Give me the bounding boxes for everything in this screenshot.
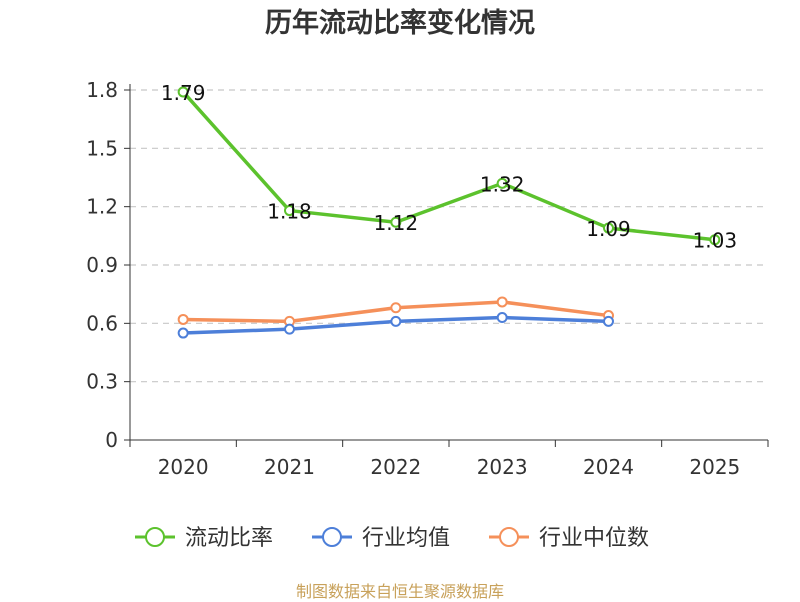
series-line-0	[181, 90, 717, 242]
data-point	[603, 222, 614, 234]
legend-label: 流动比率	[185, 526, 273, 551]
data-point	[603, 315, 614, 327]
data-point	[284, 205, 295, 217]
data-point	[390, 315, 402, 327]
legend: 流动比率 行业均值 行业中位数	[135, 526, 649, 551]
data-point	[177, 86, 189, 98]
legend-label: 行业中位数	[539, 526, 649, 551]
data-point	[390, 302, 402, 314]
data-point	[177, 313, 189, 325]
data-label: 1.32	[480, 172, 525, 196]
x-tick-label: 2025	[689, 455, 740, 479]
data-point	[390, 216, 402, 228]
legend-marker	[499, 527, 519, 547]
legend-label: 行业均值	[362, 526, 450, 551]
data-source-note: 制图数据来自恒生聚源数据库	[295, 582, 504, 601]
y-tick-label: 0.3	[86, 370, 118, 394]
y-tick-label: 1.5	[86, 136, 118, 160]
x-tick-label: 2021	[264, 455, 315, 479]
y-tick-label: 1.2	[86, 195, 118, 219]
data-point	[284, 323, 295, 335]
data-label: 1.18	[267, 200, 312, 224]
grid-lines	[130, 89, 768, 383]
y-tick-label: 0.6	[86, 311, 118, 335]
data-point	[496, 312, 508, 323]
legend-marker	[322, 527, 342, 547]
y-tick-label: 0.9	[86, 253, 118, 277]
legend-item-0: 流动比率	[135, 526, 273, 551]
data-label: 1.12	[374, 211, 419, 235]
data-point	[496, 296, 508, 308]
data-label: 1.09	[586, 217, 631, 241]
chart-title: 历年流动比率变化情况	[265, 8, 535, 39]
axes: 0 0.3 0.6 0.9 1.2 1.5 1.8 2020 2021 2022 2023 2024 2…	[86, 78, 769, 479]
legend-item-2: 行业中位数	[489, 526, 649, 551]
x-tick-label: 2020	[158, 455, 209, 479]
y-tick-label: 1.8	[86, 78, 118, 102]
data-labels: 1.79 1.18 1.12 1.32 1.09 1.03	[161, 81, 737, 253]
x-tick-label: 2022	[370, 455, 421, 479]
y-tick-label: 0	[105, 428, 118, 452]
legend-marker	[145, 527, 165, 547]
data-label: 1.79	[161, 81, 206, 105]
data-point	[177, 327, 189, 339]
data-point	[496, 177, 508, 189]
x-tick-label: 2024	[583, 455, 634, 479]
data-point	[709, 234, 721, 246]
x-tick-label: 2023	[477, 455, 528, 479]
series-group	[177, 86, 721, 339]
legend-item-1: 行业均值	[312, 526, 450, 551]
data-label: 1.03	[693, 229, 738, 253]
